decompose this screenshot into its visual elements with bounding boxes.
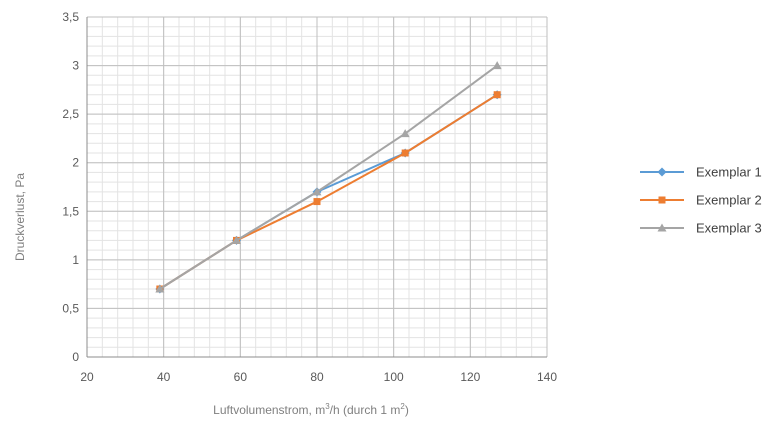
series-3 [155,61,502,293]
y-tick-label: 3,5 [62,10,79,24]
x-tick-label: 120 [460,370,480,384]
legend-item: Exemplar 1 [640,165,762,180]
y-tick-label: 2 [72,156,79,170]
x-tick-label: 100 [384,370,404,384]
series-line [159,64,498,290]
y-tick-label: 1,5 [62,204,79,218]
data-point-square [401,149,409,157]
legend: Exemplar 1 Exemplar 2 Exemplar 3 [640,165,762,236]
x-axis-title: Luftvolumenstrom, m3/h (durch 1 m2) [213,402,409,417]
data-point-triangle [155,284,165,293]
major-gridlines [86,16,548,358]
x-tick-label: 20 [80,370,94,384]
legend-item: Exemplar 3 [640,221,762,236]
x-tick-labels: 20 40 60 80 100 120 140 [80,370,557,384]
x-tick-label: 80 [310,370,324,384]
x-tick-label: 40 [157,370,171,384]
y-tick-label: 2,5 [62,107,79,121]
data-point-square [493,91,501,99]
legend-label: Exemplar 1 [696,165,762,180]
data-point-triangle [492,61,502,70]
data-point-square [313,198,321,206]
data-point-diamond [657,167,667,177]
data-point-triangle [400,129,410,138]
data-point-triangle [657,223,667,232]
axes [86,17,547,358]
data-point-triangle [312,187,322,196]
data-point-triangle [232,235,241,244]
y-tick-label: 1 [72,253,79,267]
y-tick-label: 3 [72,59,79,73]
data-point-square [658,196,666,204]
legend-label: Exemplar 2 [696,193,762,208]
x-tick-label: 140 [537,370,557,384]
legend-item: Exemplar 2 [640,193,762,208]
x-tick-label: 60 [234,370,248,384]
y-tick-labels: 0 0,5 1 1,5 2 2,5 3 3,5 [62,10,79,364]
y-axis-title: Druckverlust, Pa [13,173,27,261]
legend-label: Exemplar 3 [696,221,762,236]
y-tick-label: 0 [72,350,79,364]
y-tick-label: 0,5 [62,301,79,315]
series-layer [155,61,502,294]
